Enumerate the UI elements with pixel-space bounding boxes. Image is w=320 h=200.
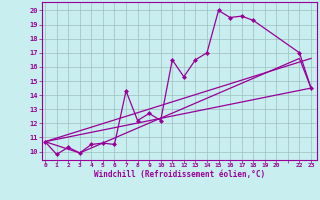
X-axis label: Windchill (Refroidissement éolien,°C): Windchill (Refroidissement éolien,°C) [94,170,265,179]
